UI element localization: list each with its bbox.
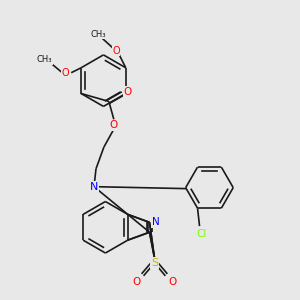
Text: CH₃: CH₃ bbox=[37, 55, 52, 64]
Text: O: O bbox=[112, 46, 120, 56]
Text: S: S bbox=[151, 258, 158, 268]
Text: O: O bbox=[124, 86, 132, 97]
Text: CH₃: CH₃ bbox=[90, 30, 106, 39]
Text: O: O bbox=[133, 277, 141, 287]
Text: O: O bbox=[168, 277, 176, 287]
Text: O: O bbox=[110, 120, 118, 130]
Text: N: N bbox=[90, 182, 98, 192]
Text: Cl: Cl bbox=[196, 229, 207, 239]
Text: O: O bbox=[61, 68, 69, 78]
Text: N: N bbox=[152, 217, 159, 227]
